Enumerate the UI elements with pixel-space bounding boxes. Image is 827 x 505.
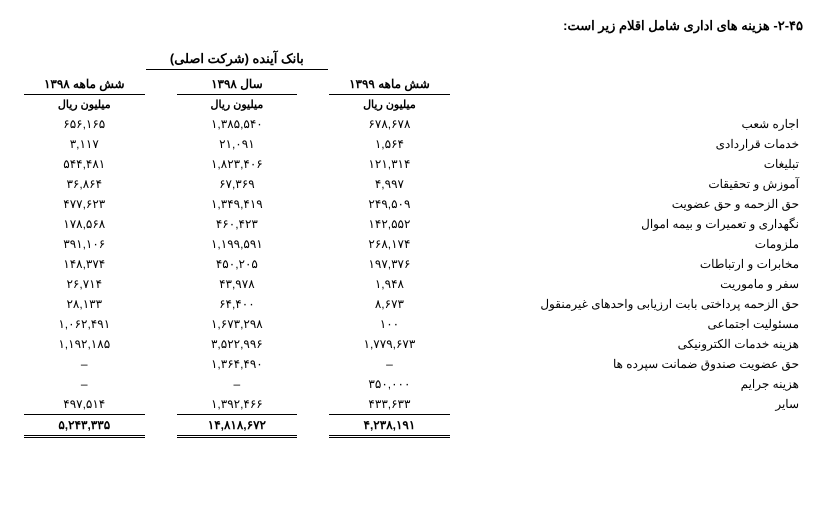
cell: ۱۴۸,۳۷۴ bbox=[24, 254, 145, 274]
cell: ۶۷,۳۶۹ bbox=[177, 174, 297, 194]
row-label: سایر bbox=[482, 394, 803, 414]
cell: ۱,۰۶۲,۴۹۱ bbox=[24, 314, 145, 334]
col-head-1398y: سال ۱۳۹۸ bbox=[177, 74, 297, 95]
cell: ۴۳۳,۶۳۳ bbox=[329, 394, 449, 414]
cell: ۱,۳۸۵,۵۴۰ bbox=[177, 114, 297, 134]
expense-table: بانک آینده (شرکت اصلی) شش ماهه ۱۳۹۹ سال … bbox=[24, 48, 803, 438]
cell: ۴۳,۹۷۸ bbox=[177, 274, 297, 294]
bank-title: بانک آینده (شرکت اصلی) bbox=[146, 51, 328, 70]
sum-cell: ۵,۲۴۳,۳۳۵ bbox=[24, 414, 145, 438]
col-head-1398h1: شش ماهه ۱۳۹۸ bbox=[24, 74, 145, 95]
row-label: ملزومات bbox=[482, 234, 803, 254]
unit-1: میلیون ریال bbox=[329, 95, 449, 114]
cell: ۱,۳۶۴,۴۹۰ bbox=[177, 354, 297, 374]
cell: ۶۵۶,۱۶۵ bbox=[24, 114, 145, 134]
cell: ۱,۱۹۹,۵۹۱ bbox=[177, 234, 297, 254]
row-label: حق الزحمه و حق عضویت bbox=[482, 194, 803, 214]
cell: ۱,۳۹۲,۴۶۶ bbox=[177, 394, 297, 414]
table-row: هزینه جرایم ۳۵۰,۰۰۰ – – bbox=[24, 374, 803, 394]
cell: ۱۴۲,۵۵۲ bbox=[329, 214, 449, 234]
row-label: آموزش و تحقیقات bbox=[482, 174, 803, 194]
cell: ۴۷۷,۶۲۳ bbox=[24, 194, 145, 214]
cell: – bbox=[177, 374, 297, 394]
table-row: مخابرات و ارتباطات ۱۹۷,۳۷۶ ۴۵۰,۲۰۵ ۱۴۸,۳۷۴ bbox=[24, 254, 803, 274]
table-row: آموزش و تحقیقات ۴,۹۹۷ ۶۷,۳۶۹ ۳۶,۸۶۴ bbox=[24, 174, 803, 194]
table-row: خدمات قراردادی ۱,۵۶۴ ۲۱,۰۹۱ ۳,۱۱۷ bbox=[24, 134, 803, 154]
row-label: خدمات قراردادی bbox=[482, 134, 803, 154]
table-row: تبلیغات ۱۲۱,۳۱۴ ۱,۸۲۳,۴۰۶ ۵۴۴,۴۸۱ bbox=[24, 154, 803, 174]
row-label: هزینه خدمات الکترونیکی bbox=[482, 334, 803, 354]
cell: ۳,۵۲۲,۹۹۶ bbox=[177, 334, 297, 354]
cell: – bbox=[24, 374, 145, 394]
cell: ۱,۳۴۹,۴۱۹ bbox=[177, 194, 297, 214]
row-label: هزینه جرایم bbox=[482, 374, 803, 394]
table-row: نگهداری و تعمیرات و بیمه اموال ۱۴۲,۵۵۲ ۴۶۰… bbox=[24, 214, 803, 234]
cell: ۲۶,۷۱۴ bbox=[24, 274, 145, 294]
cell: ۱,۱۹۲,۱۸۵ bbox=[24, 334, 145, 354]
sum-cell: ۴,۲۳۸,۱۹۱ bbox=[329, 414, 449, 438]
cell: ۱,۶۷۳,۲۹۸ bbox=[177, 314, 297, 334]
cell: ۱,۷۷۹,۶۷۳ bbox=[329, 334, 449, 354]
cell: ۶۷۸,۶۷۸ bbox=[329, 114, 449, 134]
table-row: ملزومات ۲۶۸,۱۷۴ ۱,۱۹۹,۵۹۱ ۳۹۱,۱۰۶ bbox=[24, 234, 803, 254]
cell: ۱,۹۴۸ bbox=[329, 274, 449, 294]
section-title: ۲-۴۵- هزینه های اداری شامل اقلام زیر است… bbox=[24, 18, 803, 34]
cell: ۳۹۱,۱۰۶ bbox=[24, 234, 145, 254]
cell: ۴,۹۹۷ bbox=[329, 174, 449, 194]
table-row: سفر و ماموریت ۱,۹۴۸ ۴۳,۹۷۸ ۲۶,۷۱۴ bbox=[24, 274, 803, 294]
cell: ۱۹۷,۳۷۶ bbox=[329, 254, 449, 274]
bank-title-cell: بانک آینده (شرکت اصلی) bbox=[24, 48, 450, 74]
sum-cell: ۱۴,۸۱۸,۶۷۲ bbox=[177, 414, 297, 438]
row-label: سفر و ماموریت bbox=[482, 274, 803, 294]
table-row: هزینه خدمات الکترونیکی ۱,۷۷۹,۶۷۳ ۳,۵۲۲,۹۹۶… bbox=[24, 334, 803, 354]
table-row: حق الزحمه پرداختی بابت ارزیابی واحدهای غ… bbox=[24, 294, 803, 314]
cell: ۳,۱۱۷ bbox=[24, 134, 145, 154]
cell: ۱,۸۲۳,۴۰۶ bbox=[177, 154, 297, 174]
row-label: حق عضویت صندوق ضمانت سپرده ها bbox=[482, 354, 803, 374]
cell: ۱۰۰ bbox=[329, 314, 449, 334]
row-label: اجاره شعب bbox=[482, 114, 803, 134]
cell: – bbox=[24, 354, 145, 374]
row-label: نگهداری و تعمیرات و بیمه اموال bbox=[482, 214, 803, 234]
cell: ۶۴,۴۰۰ bbox=[177, 294, 297, 314]
cell: ۸,۶۷۳ bbox=[329, 294, 449, 314]
table-row: مسئولیت اجتماعی ۱۰۰ ۱,۶۷۳,۲۹۸ ۱,۰۶۲,۴۹۱ bbox=[24, 314, 803, 334]
unit-2: میلیون ریال bbox=[177, 95, 297, 114]
table-row: حق عضویت صندوق ضمانت سپرده ها – ۱,۳۶۴,۴۹۰ – bbox=[24, 354, 803, 374]
cell: ۴۶۰,۴۲۳ bbox=[177, 214, 297, 234]
cell: ۱,۵۶۴ bbox=[329, 134, 449, 154]
cell: ۲۸,۱۳۳ bbox=[24, 294, 145, 314]
row-label: حق الزحمه پرداختی بابت ارزیابی واحدهای غ… bbox=[482, 294, 803, 314]
cell: ۱۲۱,۳۱۴ bbox=[329, 154, 449, 174]
row-label: مخابرات و ارتباطات bbox=[482, 254, 803, 274]
col-head-1399h1: شش ماهه ۱۳۹۹ bbox=[329, 74, 449, 95]
table-row: اجاره شعب ۶۷۸,۶۷۸ ۱,۳۸۵,۵۴۰ ۶۵۶,۱۶۵ bbox=[24, 114, 803, 134]
cell: ۲۱,۰۹۱ bbox=[177, 134, 297, 154]
cell: ۴۵۰,۲۰۵ bbox=[177, 254, 297, 274]
cell: ۳۶,۸۶۴ bbox=[24, 174, 145, 194]
cell: ۱۷۸,۵۶۸ bbox=[24, 214, 145, 234]
cell: ۲۶۸,۱۷۴ bbox=[329, 234, 449, 254]
cell: – bbox=[329, 354, 449, 374]
row-label: تبلیغات bbox=[482, 154, 803, 174]
sum-row: ۴,۲۳۸,۱۹۱ ۱۴,۸۱۸,۶۷۲ ۵,۲۴۳,۳۳۵ bbox=[24, 414, 803, 438]
table-row: سایر ۴۳۳,۶۳۳ ۱,۳۹۲,۴۶۶ ۴۹۷,۵۱۴ bbox=[24, 394, 803, 414]
cell: ۴۹۷,۵۱۴ bbox=[24, 394, 145, 414]
cell: ۲۴۹,۵۰۹ bbox=[329, 194, 449, 214]
cell: ۵۴۴,۴۸۱ bbox=[24, 154, 145, 174]
cell: ۳۵۰,۰۰۰ bbox=[329, 374, 449, 394]
row-label: مسئولیت اجتماعی bbox=[482, 314, 803, 334]
blank-cell bbox=[482, 48, 803, 74]
table-row: حق الزحمه و حق عضویت ۲۴۹,۵۰۹ ۱,۳۴۹,۴۱۹ ۴۷۷,… bbox=[24, 194, 803, 214]
unit-3: میلیون ریال bbox=[24, 95, 145, 114]
